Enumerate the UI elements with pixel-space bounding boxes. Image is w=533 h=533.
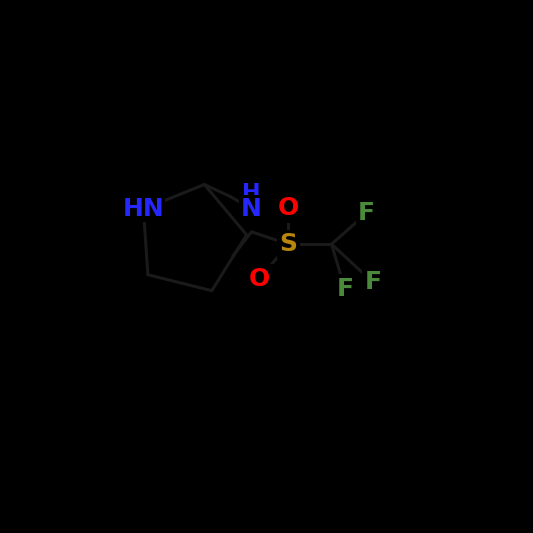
Text: O: O [249, 266, 270, 291]
Text: H: H [243, 183, 261, 203]
Text: S: S [279, 232, 297, 256]
Text: N: N [241, 197, 262, 221]
Text: F: F [358, 201, 375, 225]
Text: F: F [336, 277, 353, 301]
Text: F: F [365, 270, 382, 295]
Text: HN: HN [123, 197, 164, 221]
Text: O: O [278, 196, 299, 221]
